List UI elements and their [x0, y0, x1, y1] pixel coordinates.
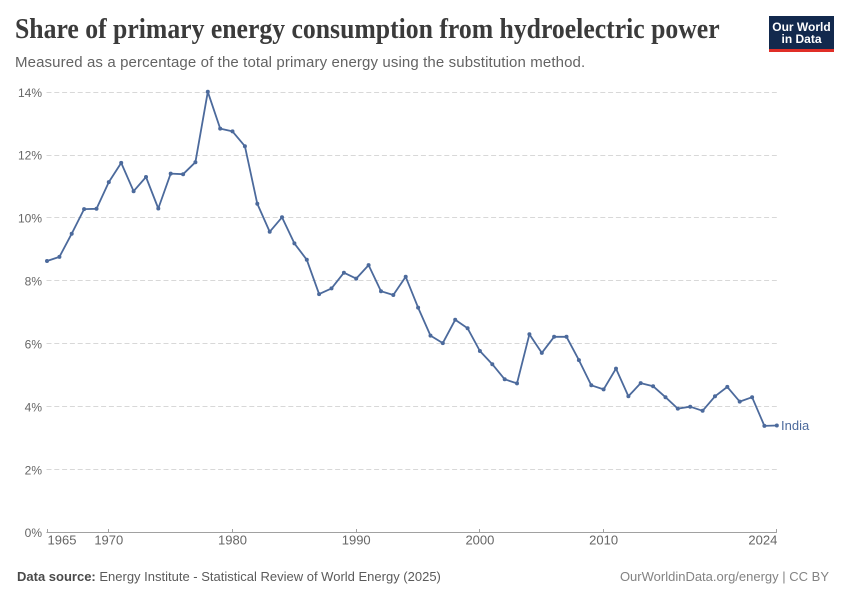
svg-text:14%: 14% — [18, 86, 42, 100]
svg-text:1970: 1970 — [94, 532, 123, 547]
svg-text:1980: 1980 — [218, 532, 247, 547]
svg-text:2024: 2024 — [748, 532, 777, 547]
svg-text:2%: 2% — [25, 463, 43, 477]
svg-text:10%: 10% — [18, 212, 42, 226]
svg-text:0%: 0% — [25, 526, 43, 540]
svg-text:8%: 8% — [25, 275, 43, 289]
svg-text:12%: 12% — [18, 149, 42, 163]
svg-text:1965: 1965 — [48, 532, 77, 547]
svg-text:India: India — [781, 418, 810, 433]
svg-text:4%: 4% — [25, 400, 43, 414]
svg-text:2000: 2000 — [465, 532, 494, 547]
svg-text:1990: 1990 — [342, 532, 371, 547]
svg-text:6%: 6% — [25, 338, 43, 352]
svg-text:2010: 2010 — [589, 532, 618, 547]
